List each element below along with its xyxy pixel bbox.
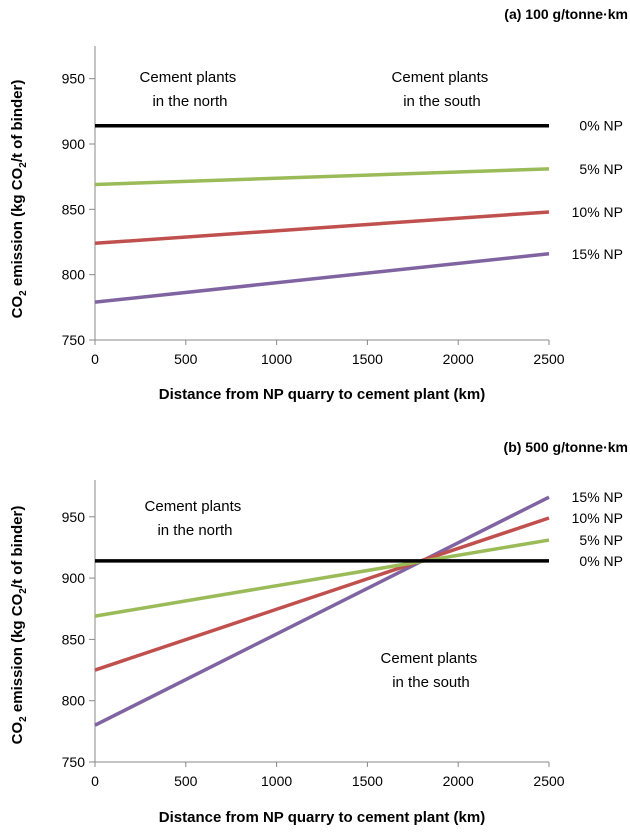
x-tick-label: 0 <box>91 351 99 367</box>
y-tick-label: 950 <box>62 71 86 87</box>
x-tick-label: 500 <box>174 773 198 789</box>
chart-a-annotation-south: Cement plants in the south <box>392 69 493 110</box>
chart-a: (a) 100 g/tonne·km 750 800 850 900 950 0 500 10… <box>9 6 628 403</box>
x-tick-label: 2500 <box>533 351 564 367</box>
series-label: 0% NP <box>579 553 623 569</box>
y-tick-label: 750 <box>62 332 86 348</box>
y-tick-label: 800 <box>62 267 86 283</box>
y-tick-label: 950 <box>62 509 86 525</box>
chart-a-x-axis-title: Distance from NP quarry to cement plant … <box>159 386 485 403</box>
x-tick-label: 1000 <box>261 351 292 367</box>
x-tick-label: 1500 <box>352 773 383 789</box>
chart-a-y-axis-title: CO2 emission (kg CO2/t of binder) <box>9 80 29 319</box>
y-tick-label: 850 <box>62 201 86 217</box>
series-label: 5% NP <box>579 532 623 548</box>
chart-b-annotation-north: Cement plants in the north <box>145 498 246 539</box>
x-tick-label: 500 <box>174 351 198 367</box>
series-label: 10% NP <box>572 204 623 220</box>
series-line-5-nppct <box>94 538 550 618</box>
series-label: 10% NP <box>572 510 623 526</box>
series-label: 15% NP <box>572 246 623 262</box>
chart-a-lines <box>94 123 550 304</box>
series-label: 0% NP <box>579 118 623 134</box>
chart-b-ticks: 750 800 850 900 950 0 500 1000 1500 2000 2500 <box>62 509 565 789</box>
series-line-15-nppct <box>94 252 550 304</box>
series-line-5-nppct <box>94 167 550 187</box>
chart-b-title: (b) 500 g/tonne·km <box>504 439 628 455</box>
y-tick-label: 750 <box>62 754 86 770</box>
chart-b-y-axis-title: CO2 emission (kg CO2/t of binder) <box>9 506 29 745</box>
chart-b-lines <box>94 495 550 727</box>
chart-a-annotation-north: Cement plants in the north <box>140 69 241 110</box>
x-tick-label: 2500 <box>533 773 564 789</box>
series-line-10-nppct <box>94 516 550 672</box>
chart-b-x-axis-title: Distance from NP quarry to cement plant … <box>159 809 485 826</box>
y-tick-label: 900 <box>62 136 86 152</box>
series-line-15-nppct <box>94 495 550 727</box>
chart-b-series-labels: 15% NP 10% NP 5% NP 0% NP <box>572 489 623 569</box>
x-tick-label: 1500 <box>352 351 383 367</box>
y-tick-label: 800 <box>62 693 86 709</box>
y-tick-label: 900 <box>62 570 86 586</box>
x-tick-label: 2000 <box>443 773 474 789</box>
series-label: 15% NP <box>572 489 623 505</box>
series-line-10-nppct <box>94 210 550 246</box>
chart-a-ticks: 750 800 850 900 950 0 500 1000 1500 2000 2500 <box>62 71 565 367</box>
y-tick-label: 850 <box>62 631 86 647</box>
x-tick-label: 2000 <box>443 351 474 367</box>
x-tick-label: 1000 <box>261 773 292 789</box>
x-tick-label: 0 <box>91 773 99 789</box>
series-label: 5% NP <box>579 161 623 177</box>
chart-b-annotation-south: Cement plants in the south <box>381 650 482 691</box>
chart-a-series-labels: 0% NP 5% NP 10% NP 15% NP <box>572 118 623 262</box>
chart-a-title: (a) 100 g/tonne·km <box>504 6 628 22</box>
chart-b: (b) 500 g/tonne·km 750 800 850 900 950 0 500 10… <box>9 439 628 826</box>
